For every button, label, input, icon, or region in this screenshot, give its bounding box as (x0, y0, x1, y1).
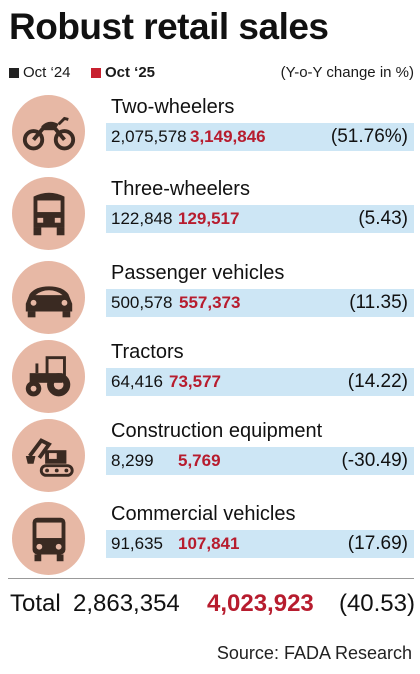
total-row: Total 2,863,354 4,023,923 (40.53) (10, 590, 415, 626)
legend-label-oct-25: Oct ‘25 (105, 64, 156, 81)
excavator-icon (25, 437, 74, 477)
chart-title: Robust retail sales (9, 6, 329, 47)
value-yoy-change: (14.22) (347, 371, 408, 392)
legend-swatch-oct-24 (9, 67, 19, 78)
value-bar: 8,299 5,769 (-30.49) (106, 447, 414, 475)
table-row: Construction equipment 8,299 5,769 (-30.… (0, 414, 420, 496)
icon-badge (12, 261, 85, 334)
motorcycle-icon (22, 116, 75, 150)
total-divider (8, 578, 414, 579)
value-bar: 64,416 73,577 (14.22) (106, 368, 414, 396)
table-row: Commercial vehicles 91,635 107,841 (17.6… (0, 497, 420, 579)
value-bar: 2,075,578 3,149,846 (51.76%) (106, 123, 414, 151)
value-oct-24: 8,299 (111, 451, 154, 470)
value-bar: 500,578 557,373 (11.35) (106, 289, 414, 317)
auto-rickshaw-icon (33, 192, 64, 235)
value-oct-25: 129,517 (178, 209, 240, 228)
icon-badge (12, 177, 85, 250)
value-oct-24: 64,416 (111, 372, 163, 391)
category-name: Two-wheelers (111, 96, 235, 118)
total-yoy-change: (40.53) (338, 590, 415, 617)
legend-item-oct-25: Oct ‘25 (91, 64, 155, 81)
table-row: Passenger vehicles 500,578 557,373 (11.3… (0, 256, 420, 338)
icon-badge (12, 340, 85, 413)
legend-swatch-oct-25 (91, 67, 101, 78)
value-yoy-change: (51.76%) (330, 126, 408, 147)
category-name: Passenger vehicles (111, 262, 285, 284)
legend-label-oct-24: Oct ‘24 (23, 64, 71, 81)
icon-badge (12, 95, 85, 168)
value-yoy-change: (-30.49) (341, 450, 408, 471)
category-name: Construction equipment (111, 420, 323, 442)
value-oct-25: 557,373 (179, 293, 241, 312)
total-oct-24: 2,863,354 (73, 590, 180, 617)
value-oct-24: 122,848 (111, 209, 173, 228)
value-oct-25: 73,577 (169, 372, 221, 391)
value-yoy-change: (5.43) (358, 208, 408, 229)
table-row: Tractors 64,416 73,577 (14.22) (0, 335, 420, 417)
icon-badge (12, 419, 85, 492)
value-oct-25: 3,149,846 (190, 127, 266, 146)
table-row: Two-wheelers 2,075,578 3,149,846 (51.76%… (0, 90, 420, 172)
value-oct-25: 107,841 (178, 534, 240, 553)
bus-icon (32, 517, 65, 561)
value-oct-24: 500,578 (111, 293, 173, 312)
value-oct-24: 91,635 (111, 534, 163, 553)
legend: Oct ‘24 Oct ‘25 (Y-o-Y change in %) (9, 64, 414, 86)
source-note: Source: FADA Research (216, 643, 412, 663)
value-bar: 91,635 107,841 (17.69) (106, 530, 414, 558)
category-name: Tractors (111, 341, 184, 363)
legend-item-oct-24: Oct ‘24 (9, 64, 71, 81)
tractor-icon (25, 355, 70, 396)
value-bar: 122,848 129,517 (5.43) (106, 205, 414, 233)
table-row: Three-wheelers 122,848 129,517 (5.43) (0, 172, 420, 254)
total-oct-25: 4,023,923 (207, 590, 314, 617)
category-name: Commercial vehicles (111, 503, 296, 525)
car-icon (25, 285, 72, 317)
value-oct-25: 5,769 (178, 451, 221, 470)
value-yoy-change: (11.35) (349, 292, 408, 313)
icon-badge (12, 502, 85, 575)
value-yoy-change: (17.69) (347, 533, 408, 554)
legend-note: (Y-o-Y change in %) (280, 64, 414, 81)
value-oct-24: 2,075,578 (111, 127, 187, 146)
category-name: Three-wheelers (111, 178, 250, 200)
total-label: Total (10, 590, 61, 617)
